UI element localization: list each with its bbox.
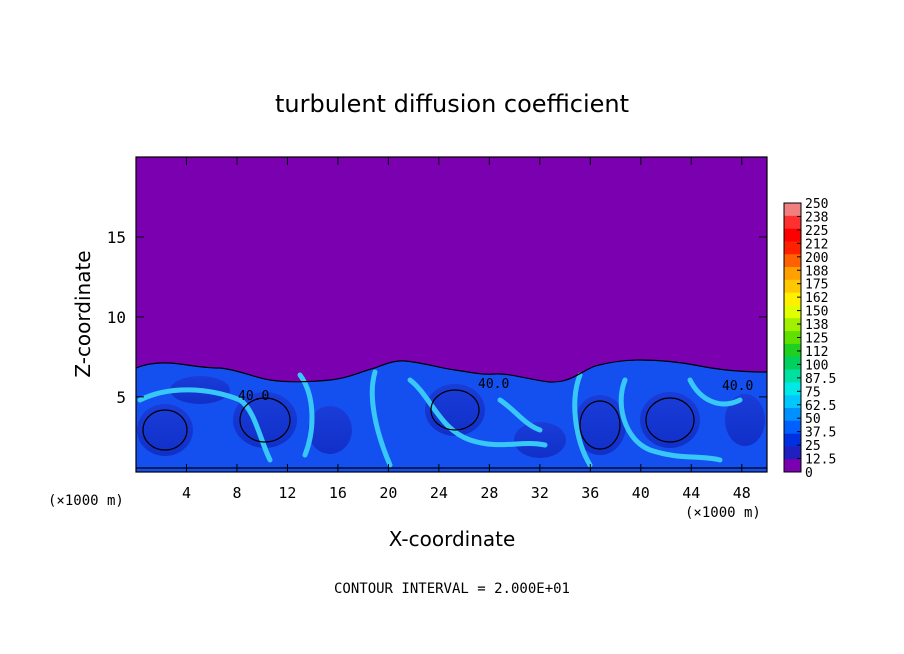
x-axis-label: X-coordinate <box>389 527 516 551</box>
y-tick-label: 15 <box>107 228 126 247</box>
plot-frame <box>135 156 768 473</box>
colorbar-tick-label: 150 <box>805 305 828 320</box>
x-tick-label: 36 <box>581 484 599 502</box>
colorbar-swatch <box>784 254 801 268</box>
colorbar-tick-label: 212 <box>805 237 828 252</box>
y-unit-label: (×1000 m) <box>48 493 124 509</box>
colorbar-tick-label: 200 <box>805 251 828 266</box>
contour-label: 40.0 <box>238 389 269 404</box>
colorbar-tick-label: 12.5 <box>805 453 836 468</box>
x-tick-label: 40 <box>632 484 650 502</box>
colorbar-swatch <box>784 279 801 293</box>
colorbar-swatch <box>784 215 801 229</box>
colorbar-tick-label: 25 <box>805 439 821 454</box>
y-tick-label: 10 <box>107 308 126 327</box>
colorbar-swatch <box>784 343 801 358</box>
colorbar-swatch <box>784 433 801 447</box>
colorbar-tick-label: 225 <box>805 224 828 239</box>
colorbar-tick-label: 87.5 <box>805 372 836 387</box>
colorbar-tick-label: 188 <box>805 264 828 279</box>
x-tick-label: 32 <box>531 484 549 502</box>
x-tick-label: 44 <box>682 484 700 502</box>
contour-lines <box>136 359 767 469</box>
colorbar-tick-label: 238 <box>805 210 828 225</box>
colorbar-tick-label: 75 <box>805 385 821 400</box>
x-unit-label: (×1000 m) <box>685 505 761 521</box>
x-tick-label: 8 <box>232 484 241 502</box>
colorbar-tick-label: 162 <box>805 291 828 306</box>
colorbar-swatch <box>784 420 801 434</box>
colorbar-swatch <box>784 382 801 396</box>
colorbar-tick-label: 138 <box>805 318 828 333</box>
colorbar-swatch <box>784 446 801 460</box>
x-tick-label: 20 <box>379 484 397 502</box>
colorbar-swatch <box>784 356 801 370</box>
colorbar-tick-label: 100 <box>805 358 828 373</box>
x-tick-label: 12 <box>278 484 296 502</box>
colorbar-swatch <box>784 369 801 383</box>
x-tick-label: 48 <box>733 484 751 502</box>
colorbar-tick-label: 50 <box>805 412 821 427</box>
colorbar-swatch <box>784 318 801 332</box>
colorbar-swatch <box>784 305 801 319</box>
plot-area <box>136 157 767 472</box>
colorbar-tick-label: 112 <box>805 345 828 360</box>
x-tick-label: 4 <box>182 484 191 502</box>
colorbar-tick-label: 62.5 <box>805 399 836 414</box>
colorbar: 2502382252122001881751621501381251121008… <box>783 197 836 481</box>
colorbar-swatch <box>784 267 801 281</box>
x-axis-ticks: 4 8 12 16 20 24 28 32 36 40 44 48 <box>182 157 751 502</box>
y-tick-label: 5 <box>116 388 126 407</box>
x-tick-label: 16 <box>329 484 347 502</box>
contour-label: 40.0 <box>478 377 509 392</box>
colorbar-tick-label: 175 <box>805 278 828 293</box>
colorbar-swatch <box>784 407 801 422</box>
colorbar-swatch <box>784 203 801 217</box>
y-axis-ticks: 5 10 15 <box>107 228 767 407</box>
colorbar-swatch <box>784 459 801 473</box>
colorbar-swatch <box>784 228 801 242</box>
y-axis-label: Z-coordinate <box>71 250 95 377</box>
contour-interval-note: CONTOUR INTERVAL = 2.000E+01 <box>334 581 570 597</box>
colorbar-swatch <box>784 292 801 306</box>
colorbar-swatch <box>784 331 801 345</box>
colorbar-swatch <box>784 241 801 255</box>
chart-title: turbulent diffusion coefficient <box>275 90 629 118</box>
colorbar-swatch <box>784 395 801 409</box>
x-tick-label: 28 <box>480 484 498 502</box>
high-streaks <box>137 369 743 468</box>
contour-label: 40.0 <box>722 379 753 394</box>
colorbar-tick-label: 125 <box>805 332 828 347</box>
colorbar-tick-label: 0 <box>805 466 813 481</box>
colorbar-tick-label: 250 <box>805 197 828 212</box>
x-tick-label: 24 <box>430 484 448 502</box>
colorbar-tick-label: 37.5 <box>805 426 836 441</box>
eddy-cores <box>137 376 765 458</box>
